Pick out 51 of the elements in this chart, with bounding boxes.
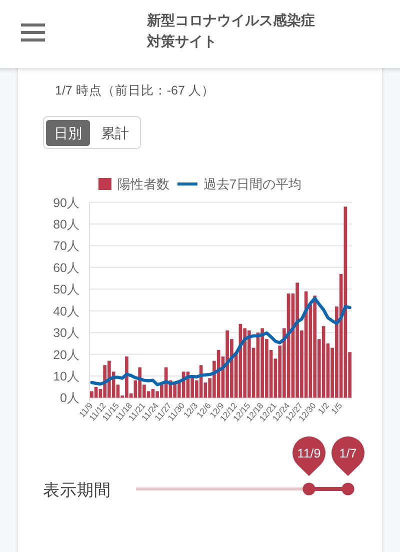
- y-tick-label: 30人: [53, 326, 80, 340]
- subtitle: 1/7 時点（前日比：-67 人）: [55, 84, 214, 98]
- bar: [326, 343, 330, 398]
- toggle: 日別 累計: [43, 116, 141, 149]
- bar: [212, 360, 216, 398]
- bar: [142, 384, 146, 398]
- bar: [260, 328, 264, 398]
- slider-pin: 1/7: [332, 436, 364, 476]
- bar: [269, 350, 273, 398]
- y-tick-label: 70人: [53, 239, 80, 254]
- y-tick-label: 10人: [53, 369, 80, 384]
- bar: [125, 356, 128, 398]
- bar: [278, 346, 282, 398]
- bar: [108, 360, 111, 398]
- bar: [116, 384, 120, 398]
- legend-label: 陽性者数: [117, 176, 170, 192]
- x-tick-label: 1/2: [316, 400, 332, 416]
- bar: [322, 326, 326, 398]
- bar: [146, 391, 150, 398]
- bar: [335, 306, 338, 398]
- y-tick-label: 0人: [60, 391, 80, 406]
- y-tick-label: 80人: [53, 218, 80, 232]
- bar: [243, 328, 246, 398]
- bar: [296, 282, 299, 398]
- y-tick-label: 40人: [53, 304, 80, 318]
- bar: [348, 352, 352, 398]
- bar: [90, 391, 94, 398]
- title: 新型コロナウイルス感染症対策サイト: [147, 11, 316, 51]
- bar: [230, 339, 234, 398]
- y-tick-label: 90人: [53, 196, 80, 210]
- bar: [282, 328, 286, 398]
- bar: [195, 380, 198, 398]
- bar: [274, 358, 278, 398]
- bar: [300, 330, 304, 398]
- y-tick-label: 50人: [53, 282, 80, 297]
- bar: [265, 339, 268, 398]
- bar: [313, 296, 316, 398]
- y-tick-label: 60人: [53, 260, 80, 275]
- legend-label: 過去7日間の平均: [203, 176, 302, 192]
- bar: [318, 339, 321, 398]
- bar: [156, 391, 159, 398]
- bar: [160, 384, 164, 398]
- y-tick-label: 20人: [53, 348, 80, 362]
- slider-pin: 11/9: [292, 436, 326, 476]
- bar: [208, 378, 212, 398]
- bar: [330, 348, 334, 398]
- bar: [226, 330, 229, 398]
- period-slider: 表示期間 11/9 1/7: [43, 436, 364, 500]
- line-series: [90, 296, 352, 386]
- bar: [248, 330, 251, 398]
- x-tick-label: 1/5: [328, 400, 344, 416]
